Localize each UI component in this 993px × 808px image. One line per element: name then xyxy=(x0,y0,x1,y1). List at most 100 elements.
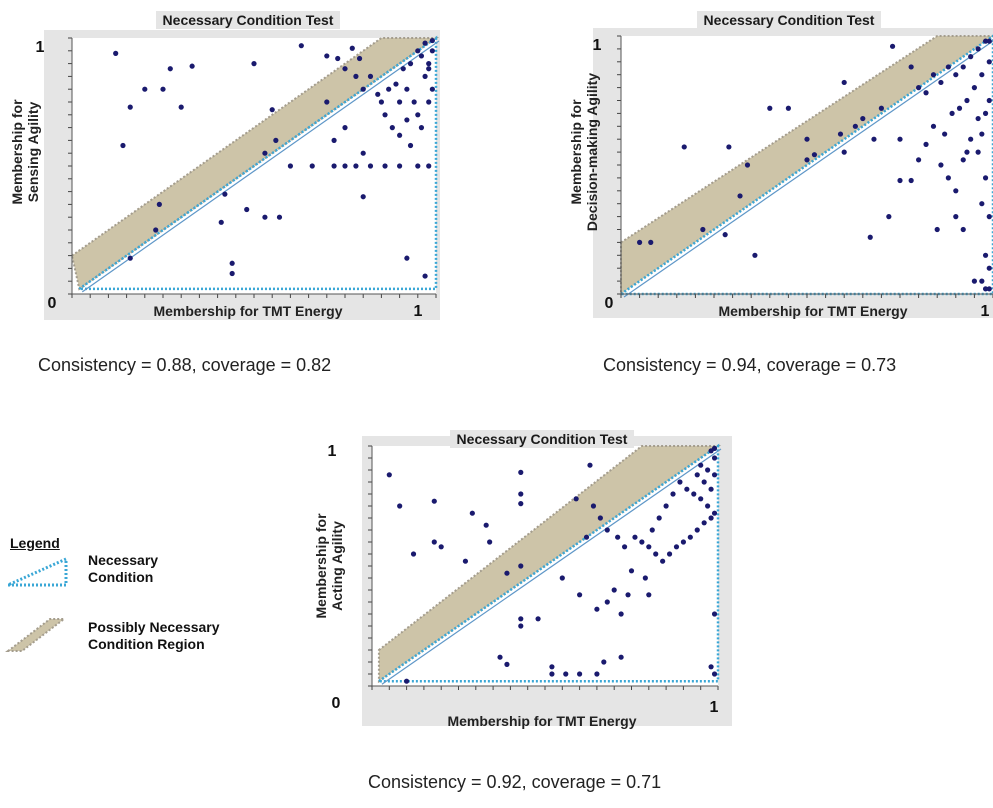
data-point xyxy=(331,163,337,169)
data-point xyxy=(518,616,524,622)
data-point xyxy=(701,520,707,526)
data-point xyxy=(841,79,847,86)
data-point xyxy=(397,503,403,509)
title-background xyxy=(697,11,881,29)
data-point xyxy=(324,53,330,59)
data-point xyxy=(986,286,992,292)
data-point xyxy=(694,472,700,478)
data-point xyxy=(127,255,133,261)
data-point xyxy=(577,592,583,598)
data-point xyxy=(349,45,355,51)
data-point xyxy=(422,273,428,279)
data-point xyxy=(752,252,758,258)
data-point xyxy=(680,539,686,545)
data-point xyxy=(407,61,414,67)
x-tick-label-max: 1 xyxy=(710,699,719,716)
data-point xyxy=(573,496,579,502)
data-point xyxy=(637,239,643,245)
data-point xyxy=(663,503,669,509)
data-point xyxy=(953,72,959,78)
data-point xyxy=(767,105,773,111)
data-point xyxy=(938,79,944,86)
chart-decision-agility: Necessary Condition Test Membership for De… xyxy=(568,11,993,320)
data-point xyxy=(677,479,683,485)
data-point xyxy=(429,37,435,44)
y-tick-label-max: 1 xyxy=(328,443,337,460)
data-point xyxy=(982,175,989,181)
data-point xyxy=(934,226,940,233)
chart-acting-agility: Necessary Condition Test Membership for Ac… xyxy=(313,430,732,729)
tick-label-zero: 0 xyxy=(48,295,57,312)
data-point xyxy=(785,105,791,111)
data-point xyxy=(878,105,884,111)
data-point xyxy=(142,86,148,92)
y-axis-label: Acting Agility xyxy=(329,521,345,611)
chart-sensing-agility: Necessary Condition Test Membership for Se… xyxy=(9,11,440,320)
data-point xyxy=(426,99,432,105)
data-point xyxy=(852,123,858,129)
data-point xyxy=(737,193,743,199)
data-point xyxy=(930,72,937,78)
data-point xyxy=(400,66,406,72)
data-point xyxy=(986,38,992,44)
chart-panel-sensing: Necessary Condition Test Membership for Se… xyxy=(8,8,440,320)
x-axis-label: Membership for TMT Energy xyxy=(447,713,636,729)
data-point xyxy=(360,150,366,156)
data-point xyxy=(639,539,645,545)
data-point xyxy=(956,105,963,111)
y-axis-label: Membership for xyxy=(313,513,329,619)
data-point xyxy=(229,270,235,277)
data-point xyxy=(673,544,680,550)
data-point xyxy=(397,163,403,169)
data-point xyxy=(975,115,981,122)
data-point xyxy=(127,104,133,110)
tick-label-zero: 0 xyxy=(332,695,341,712)
consistency-caption-acting: Consistency = 0.92, coverage = 0.71 xyxy=(368,772,662,792)
data-point xyxy=(744,162,751,168)
possibly-necessary-legend-icon xyxy=(5,618,67,652)
data-point xyxy=(218,219,224,225)
data-point xyxy=(982,38,989,44)
data-point xyxy=(660,558,666,564)
data-point xyxy=(964,149,970,155)
data-point xyxy=(886,214,892,220)
data-point xyxy=(251,61,257,67)
data-point xyxy=(404,678,410,684)
data-point xyxy=(945,64,951,70)
data-point xyxy=(949,110,955,116)
data-point xyxy=(504,661,510,667)
data-point xyxy=(276,214,283,220)
title-background xyxy=(156,11,340,29)
data-point xyxy=(708,515,714,521)
data-point xyxy=(601,659,607,665)
data-point xyxy=(945,175,951,181)
data-point xyxy=(120,142,126,149)
data-point xyxy=(968,54,974,60)
data-point xyxy=(698,462,704,468)
data-point xyxy=(418,53,425,59)
data-point xyxy=(397,132,403,138)
data-point xyxy=(404,255,410,261)
data-point xyxy=(618,654,624,660)
data-point xyxy=(804,136,810,142)
diagonal-line xyxy=(381,448,722,685)
data-point xyxy=(656,515,662,521)
data-point xyxy=(167,66,173,72)
data-point xyxy=(711,455,718,461)
data-point xyxy=(587,462,593,468)
data-point xyxy=(722,232,728,238)
data-point xyxy=(960,64,966,70)
data-point xyxy=(960,157,966,163)
data-point xyxy=(113,50,119,56)
data-point xyxy=(615,534,621,540)
data-point xyxy=(684,486,690,492)
data-point xyxy=(694,527,700,533)
data-point xyxy=(418,125,425,131)
data-point xyxy=(701,479,707,485)
data-point xyxy=(583,534,590,540)
data-point xyxy=(360,86,366,92)
data-point xyxy=(353,73,359,79)
data-point xyxy=(462,558,469,564)
data-point xyxy=(860,115,866,122)
data-point xyxy=(897,177,903,184)
